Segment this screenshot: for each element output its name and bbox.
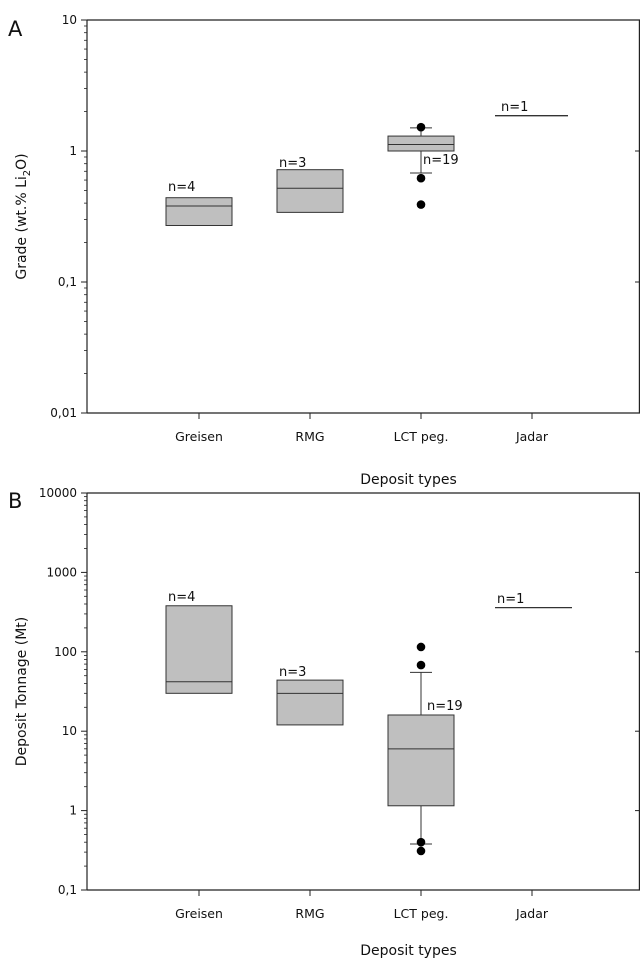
y-tick-label: 10000 <box>39 486 77 500</box>
sample-count-label: n=4 <box>168 180 195 195</box>
x-axis-title: Deposit types <box>360 472 457 488</box>
y-axis-title-main: Grade (wt.% Li <box>14 176 30 279</box>
box-lctpeg <box>387 714 455 807</box>
outlier-point <box>416 200 426 209</box>
box-lctpeg <box>387 135 455 152</box>
y-tick-label: 0,1 <box>58 275 77 289</box>
x-tick-label: RMG <box>295 906 324 921</box>
box-rmg <box>276 169 344 213</box>
x-tick-label: Greisen <box>175 906 223 921</box>
y-axis-title-sub: 2 <box>22 170 33 176</box>
x-tick-label: RMG <box>295 429 324 444</box>
box-rmg <box>276 679 344 726</box>
y-axis-title: Grade (wt.% Li2O) <box>14 153 33 279</box>
panel-letter: B <box>8 489 22 513</box>
panel-letter: A <box>8 17 23 41</box>
box-greisen <box>165 197 233 226</box>
chart-panel-A: A 0,01 0,1 1 10 Greisen RMG LCT peg. Jadar Deposi… <box>8 13 640 488</box>
y-tick-label: 0,1 <box>58 883 77 897</box>
outlier-point <box>416 660 426 670</box>
x-tick-label: Jadar <box>515 429 549 444</box>
chart-panel-B: B 0,1 1 10 100 1000 10000 Greisen RMG LCT peg. Jad… <box>8 486 640 959</box>
outlier-point <box>416 173 426 183</box>
x-tick-label: Jadar <box>515 906 549 921</box>
box-greisen <box>165 605 233 694</box>
sample-count-label: n=3 <box>279 665 306 680</box>
sample-count-label: n=4 <box>168 590 195 605</box>
outlier-point <box>416 122 426 132</box>
sample-count-label: n=19 <box>423 153 459 168</box>
y-tick-label: 1000 <box>46 565 77 579</box>
y-tick-label: 1 <box>69 804 77 818</box>
y-tick-label: 1 <box>69 144 77 158</box>
y-axis-title: Deposit Tonnage (Mt) <box>14 617 30 766</box>
x-tick-label: LCT peg. <box>394 906 449 921</box>
x-tick-label: LCT peg. <box>394 429 449 444</box>
sample-count-label: n=1 <box>501 100 528 115</box>
x-axis-title: Deposit types <box>360 943 457 959</box>
y-tick-label: 100 <box>54 645 77 659</box>
y-tick-label: 10 <box>62 724 77 738</box>
y-tick-label: 10 <box>62 13 77 27</box>
y-tick-label: 0,01 <box>50 406 77 420</box>
y-axis-title-end: O) <box>14 153 30 169</box>
sample-count-label: n=1 <box>497 592 524 607</box>
outlier-point <box>416 837 426 847</box>
outlier-point <box>416 642 426 652</box>
sample-count-label: n=3 <box>279 156 306 171</box>
x-tick-label: Greisen <box>175 429 223 444</box>
sample-count-label: n=19 <box>427 699 463 714</box>
outlier-point <box>416 846 426 856</box>
